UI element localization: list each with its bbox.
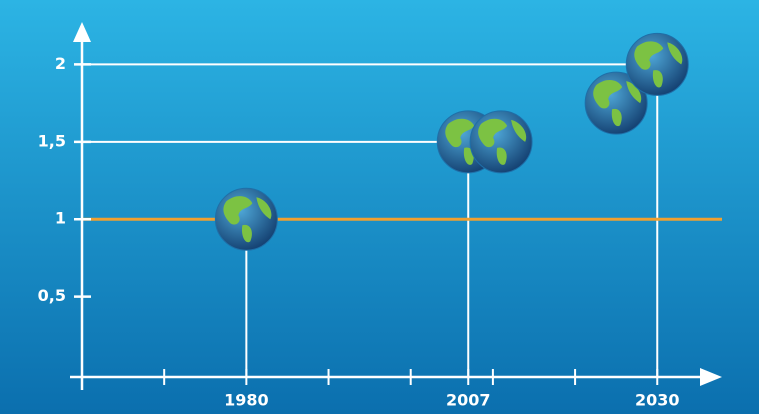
x-tick-label: 1980 <box>224 391 269 410</box>
y-arrow <box>73 22 91 42</box>
globe <box>469 110 533 174</box>
x-tick-label: 2030 <box>635 391 680 410</box>
globe-land <box>478 118 527 165</box>
globe-land <box>223 196 272 243</box>
globe-land <box>445 118 494 165</box>
globe <box>625 32 689 96</box>
y-tick-label: 1 <box>55 209 66 228</box>
globe <box>584 71 648 135</box>
y-tick-label: 1,5 <box>38 131 66 150</box>
x-arrow <box>700 368 722 386</box>
y-tick-label: 2 <box>55 54 66 73</box>
x-tick-label: 2007 <box>446 391 491 410</box>
y-tick-label: 0,5 <box>38 286 66 305</box>
globe-land <box>634 41 683 88</box>
globe <box>214 187 278 251</box>
globe-land <box>593 80 642 127</box>
